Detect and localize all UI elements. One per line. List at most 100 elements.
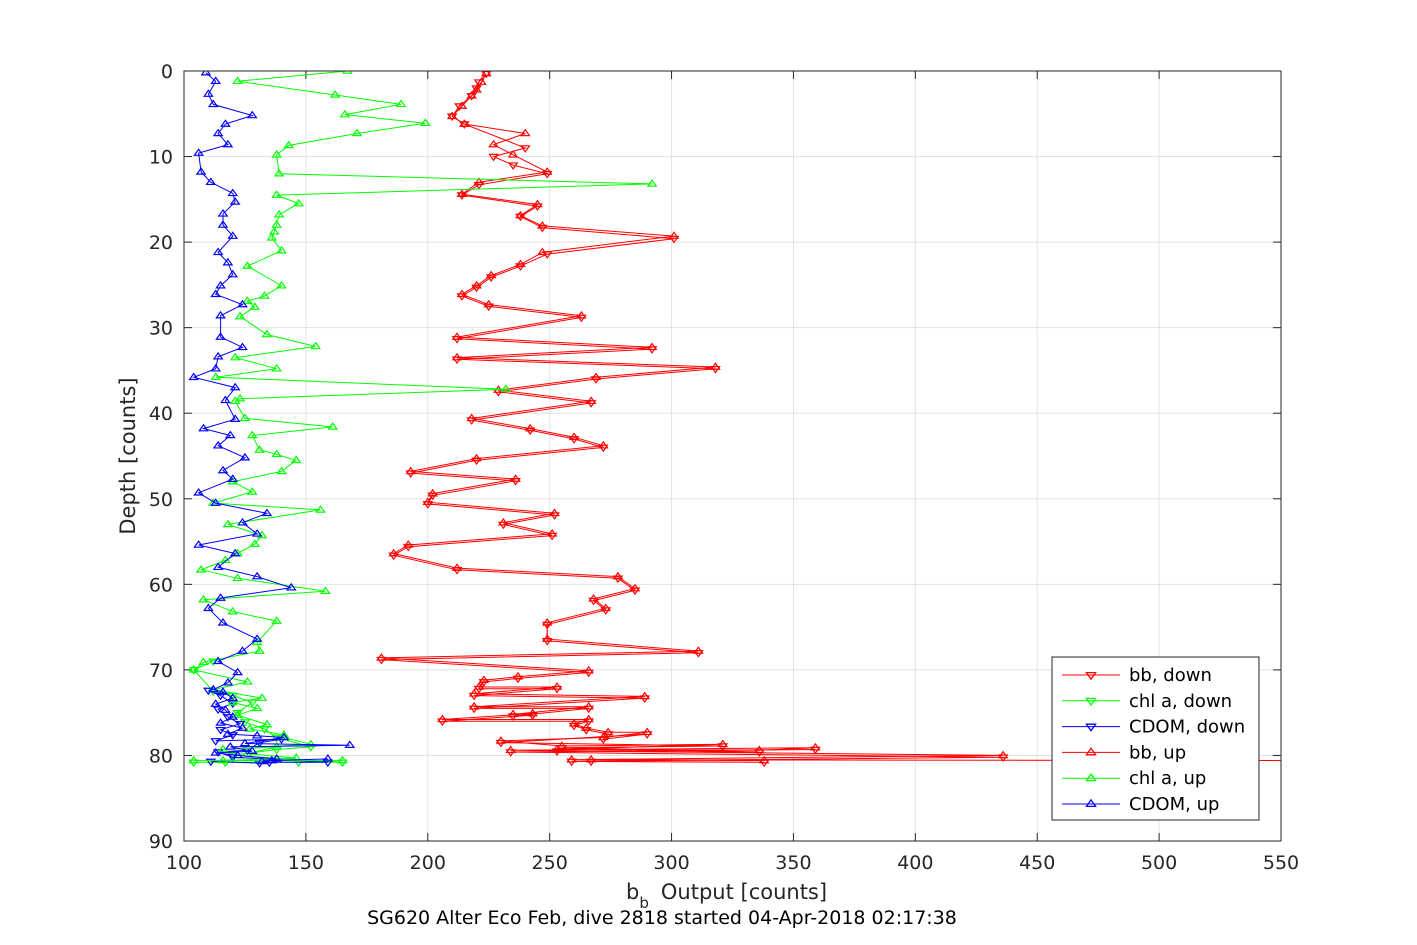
x-axis-label-subscript: b: [639, 894, 649, 912]
data-point: [315, 505, 326, 513]
data-point: [256, 756, 268, 765]
data-point: [488, 139, 499, 148]
data-point: [549, 508, 560, 517]
data-point: [217, 209, 229, 217]
x-tick-label: 150: [288, 852, 324, 874]
series-3: [376, 71, 1281, 764]
data-point: [646, 179, 658, 187]
data-point: [239, 738, 251, 747]
y-tick-label: 50: [149, 489, 173, 511]
series-line: [192, 72, 350, 762]
data-point: [471, 84, 482, 93]
x-tick-label: 400: [897, 852, 933, 874]
data-point: [485, 270, 497, 279]
data-point: [254, 445, 265, 453]
data-point: [271, 220, 282, 228]
data-point: [198, 423, 209, 432]
data-point: [583, 665, 595, 674]
data-point: [239, 452, 251, 461]
data-point: [285, 582, 297, 591]
x-axis-label-rest: Output [counts]: [661, 880, 827, 904]
data-point: [224, 430, 236, 439]
data-point: [222, 729, 234, 737]
data-point: [210, 699, 222, 707]
data-point: [602, 727, 614, 736]
data-point: [246, 699, 258, 708]
data-point: [532, 199, 543, 208]
data-point: [220, 395, 231, 404]
y-tick-label: 60: [149, 574, 173, 596]
data-point: [195, 167, 207, 175]
data-point: [276, 245, 287, 254]
data-point: [468, 689, 480, 697]
data-point: [220, 119, 231, 127]
data-point: [271, 190, 282, 198]
data-point: [222, 519, 234, 528]
data-point: [200, 71, 212, 76]
data-point: [259, 291, 270, 299]
data-point: [232, 667, 243, 676]
data-point: [217, 755, 229, 764]
data-point: [205, 177, 217, 186]
data-point: [456, 101, 468, 109]
x-tick-label: 300: [653, 852, 689, 874]
y-tick-label: 30: [149, 318, 173, 340]
data-point: [585, 754, 597, 763]
data-point: [758, 755, 770, 764]
legend-box: [1051, 656, 1260, 821]
data-point: [198, 594, 209, 603]
legend-marker: [1085, 723, 1097, 732]
data-point: [351, 128, 363, 137]
data-point: [427, 488, 439, 497]
data-point: [322, 754, 334, 762]
y-tick-label: 40: [149, 403, 173, 425]
data-point: [597, 732, 609, 741]
data-point: [576, 310, 587, 319]
data-point: [222, 257, 234, 266]
data-point: [271, 616, 282, 624]
data-point: [229, 352, 241, 361]
data-point: [276, 280, 287, 289]
data-point: [271, 754, 282, 762]
data-point: [276, 466, 287, 475]
data-point: [234, 393, 246, 402]
data-point: [234, 311, 246, 320]
data-point: [515, 259, 526, 268]
data-point: [322, 759, 334, 768]
data-point: [207, 684, 219, 693]
data-point: [458, 119, 470, 127]
data-point: [203, 89, 214, 97]
data-point: [612, 571, 624, 580]
legend: bb, down chl a, down CDOM, down bb, up chl a…: [1051, 656, 1260, 821]
data-point: [229, 382, 241, 391]
data-point: [541, 617, 553, 626]
data-point: [515, 210, 526, 219]
data-point: [551, 744, 563, 753]
data-point: [227, 188, 239, 197]
data-point: [212, 440, 224, 449]
data-point: [237, 342, 248, 351]
data-point: [239, 413, 251, 422]
legend-marker: [1085, 671, 1097, 681]
y-tick-label: 0: [161, 61, 173, 83]
data-point: [305, 739, 317, 748]
data-point: [212, 247, 224, 256]
data-point: [568, 718, 580, 727]
data-point: [600, 603, 612, 612]
legend-marker: [1085, 697, 1097, 707]
data-point: [266, 755, 278, 764]
data-point: [693, 646, 704, 654]
data-point: [451, 332, 463, 340]
data-point: [580, 723, 592, 731]
data-point: [203, 603, 214, 612]
data-point: [273, 168, 285, 177]
data-point: [217, 617, 229, 626]
data-point: [210, 76, 222, 85]
x-axis-label-base: b: [626, 880, 639, 904]
data-point: [215, 593, 226, 601]
series-line: [192, 71, 653, 762]
data-point: [646, 342, 658, 351]
data-point: [266, 232, 278, 241]
data-point: [212, 656, 224, 665]
